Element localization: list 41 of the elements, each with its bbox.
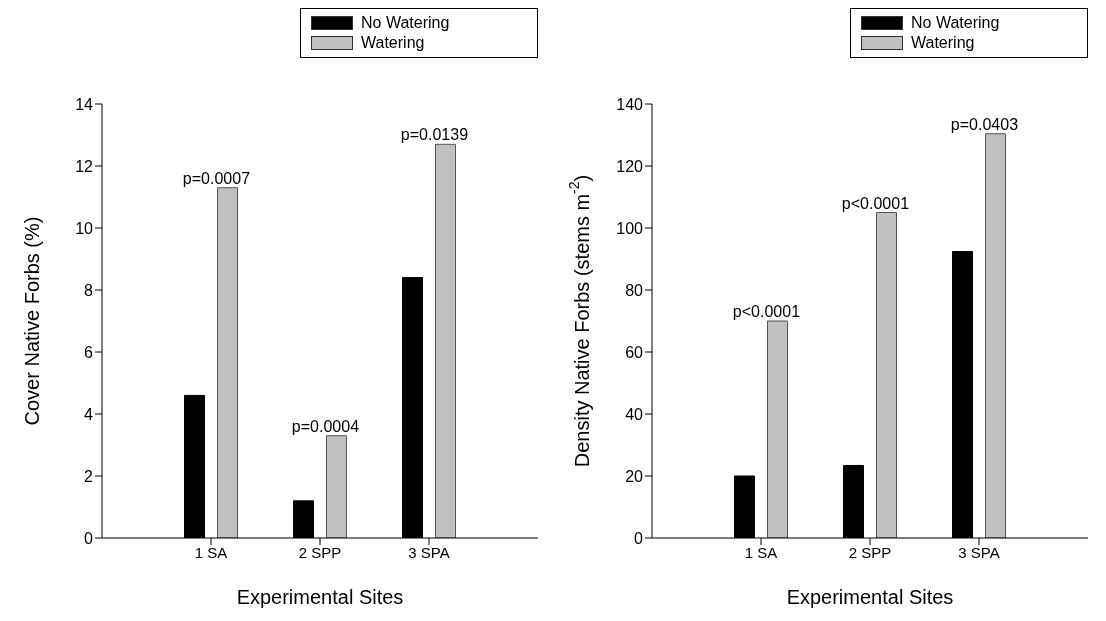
x-tick-label: 2 SPP [848,543,892,561]
y-tick-label: 20 [625,467,644,485]
y-tick-label: 0 [84,529,94,547]
y-tick-label: 40 [625,405,644,423]
y-tick-label: 14 [75,95,94,113]
bar [326,435,347,538]
y-tick-label: 120 [616,157,644,175]
legend-label: No Watering [911,14,1000,32]
bar [876,212,897,538]
annotation: p=0.0007 [182,169,251,187]
y-tick-label: 0 [634,529,644,547]
legend-label: Watering [911,34,975,52]
bar [217,187,238,538]
y-tick-label: 4 [84,405,94,423]
legend-label: No Watering [361,14,450,32]
y-tick-label: 10 [75,219,94,237]
bar [435,143,456,538]
x-tick-label: 1 SA [194,543,228,561]
annotation: p=0.0004 [291,417,360,435]
legend-label: Watering [361,34,425,52]
annotation: p=0.0139 [400,126,469,144]
x-tick-label: 3 SPA [958,543,1000,561]
y-tick-label: 80 [625,281,644,299]
y-tick-label: 8 [84,281,94,299]
x-axis-title: Experimental Sites [786,586,954,608]
x-axis-title: Experimental Sites [236,586,404,608]
x-tick-label: 3 SPA [408,543,450,561]
y-tick-label: 100 [616,219,644,237]
bar [985,133,1006,538]
annotation: p=0.0403 [950,115,1019,133]
x-tick-label: 1 SA [744,543,778,561]
annotation: p<0.0001 [841,194,910,212]
bar [767,320,788,538]
y-tick-label: 12 [75,157,94,175]
y-tick-label: 140 [616,95,644,113]
y-tick-label: 60 [625,343,644,361]
y-axis-title: Cover Native Forbs (%) [21,216,43,426]
y-tick-label: 6 [84,343,94,361]
y-tick-label: 2 [84,467,94,485]
annotation: p<0.0001 [732,303,801,320]
x-tick-label: 2 SPP [298,543,342,561]
